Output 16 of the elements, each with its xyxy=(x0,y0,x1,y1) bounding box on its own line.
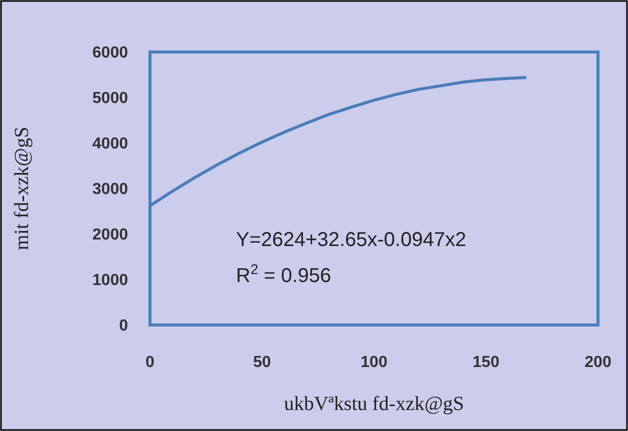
x-axis-title: ukbVªkstu fd-xzk@gS xyxy=(284,393,464,415)
y-tick-label: 6000 xyxy=(92,44,128,62)
x-tick-label: 100 xyxy=(360,354,388,371)
x-tick-label: 150 xyxy=(472,354,500,371)
annotation: Y=2624+32.65x-0.0947x2 xyxy=(236,229,466,251)
x-tick-label: 50 xyxy=(253,354,271,371)
y-tick-label: 1000 xyxy=(92,272,128,290)
y-tick-label: 0 xyxy=(119,318,128,335)
y-tick-label: 4000 xyxy=(92,136,128,153)
x-tick-label: 200 xyxy=(584,354,612,371)
y-tick-label: 3000 xyxy=(92,181,128,198)
x-tick-label: 0 xyxy=(146,354,155,371)
annotation: R$^{2}$ = 0.956 xyxy=(236,261,332,287)
y-axis-title: mit fd-xzk@gS xyxy=(11,126,33,250)
y-tick-label: 2000 xyxy=(92,226,128,244)
y-tick-label: 5000 xyxy=(92,90,128,108)
